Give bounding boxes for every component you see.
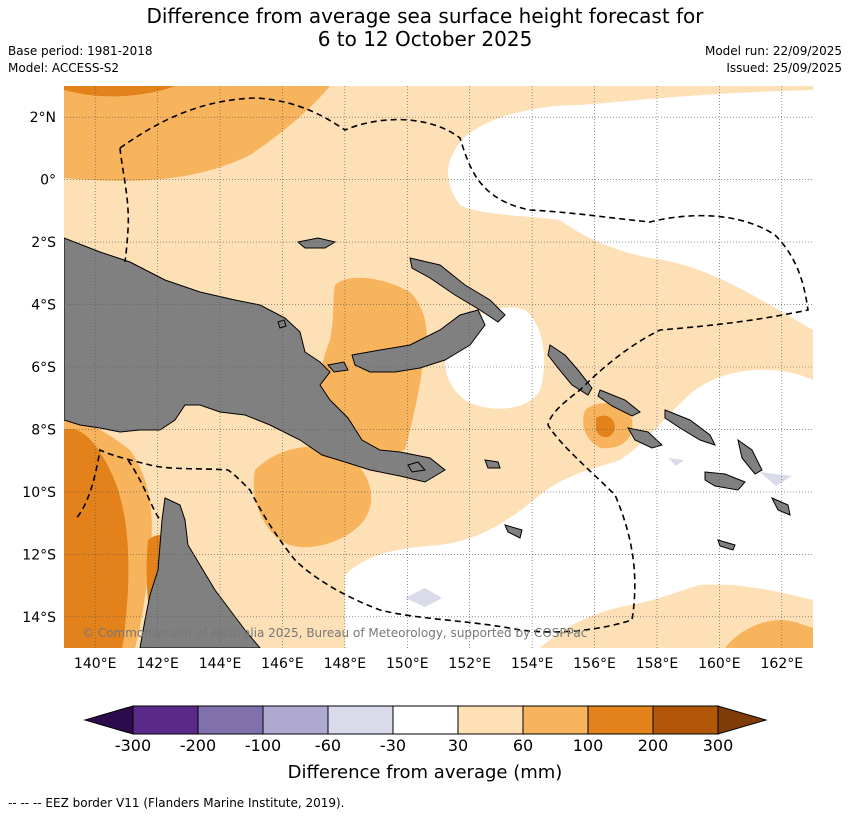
eez-border-footnote: -- -- -- EEZ border V11 (Flanders Marine… [8, 796, 345, 810]
longitude-tick-label: 146°E [261, 656, 304, 672]
small-island-karkar [277, 319, 287, 329]
santa-isabel-island [664, 409, 716, 446]
anomaly-60-100-region-southeast [725, 620, 813, 648]
colorbar-tick-label: -30 [380, 736, 406, 755]
latitude-tick-label: 14°S [22, 610, 56, 626]
issued-label: Issued: 25/09/2025 [726, 61, 842, 75]
guadalcanal-island [704, 471, 746, 491]
base-period-label: Base period: 1981-2018 [8, 44, 153, 58]
latitude-tick-labels: 2°N 0° 2°S 4°S 6°S 8°S 10°S 12°S 14°S [22, 110, 56, 626]
longitude-tick-label: 158°E [636, 656, 679, 672]
new-britain-island [351, 309, 486, 373]
longitude-tick-label: 156°E [573, 656, 616, 672]
map-gridlines [64, 86, 813, 648]
colorbar-segment [327, 705, 394, 735]
new-ireland-island [409, 257, 506, 323]
makira-island [770, 496, 791, 516]
latitude-tick-label: 8°S [31, 422, 56, 438]
longitude-tick-label: 152°E [448, 656, 491, 672]
colorbar-tick-label: 100 [573, 736, 604, 755]
colorbar-tick-label: 200 [638, 736, 669, 755]
anomaly-100-200-region-gulf [64, 429, 129, 648]
colorbar-tick-label: 300 [703, 736, 734, 755]
latitude-tick-label: 6°S [31, 360, 56, 376]
bougainville-island [547, 344, 593, 396]
colorbar-segment [652, 705, 719, 735]
latitude-tick-label: 2°S [31, 235, 56, 251]
colorbar-segment [132, 705, 199, 735]
anomaly-60-100-region-north [64, 86, 330, 181]
woodlark-island [484, 459, 501, 469]
eez-border-lines [74, 97, 809, 633]
latitude-tick-label: 0° [40, 173, 56, 189]
manus-island [296, 237, 337, 249]
colorbar-tick-label: -300 [115, 736, 151, 755]
new-guinea-landmass [64, 237, 446, 483]
colorbar-segment [587, 705, 654, 735]
colorbar-segment [522, 705, 589, 735]
map-title-line2: 6 to 12 October 2025 [317, 27, 533, 51]
longitude-tick-label: 150°E [386, 656, 429, 672]
map-area [64, 86, 813, 648]
map-title-line1: Difference from average sea surface heig… [146, 4, 704, 28]
colorbar-segment [457, 705, 524, 735]
anomaly-near-zero-region-north [448, 90, 813, 330]
colorbar-tick-label: -200 [180, 736, 216, 755]
anomaly-60-100-region-south-coast [253, 446, 372, 548]
colorbar-over-arrow [717, 705, 768, 735]
anomaly-negative-patch-solomon [760, 472, 792, 486]
colorbar [83, 705, 768, 735]
colorbar-segment [392, 705, 459, 735]
colorbar-segment [197, 705, 264, 735]
cape-york-peninsula [139, 497, 261, 648]
longitude-tick-label: 154°E [511, 656, 554, 672]
latitude-tick-label: 2°N [30, 110, 56, 126]
rennell-island [717, 539, 736, 551]
anomaly-negative-patch-small [668, 458, 684, 466]
latitude-tick-label: 10°S [22, 485, 56, 501]
longitude-tick-label: 162°E [761, 656, 804, 672]
longitude-tick-label: 140°E [74, 656, 117, 672]
longitude-tick-label: 148°E [324, 656, 367, 672]
model-label: Model: ACCESS-S2 [8, 61, 120, 75]
colorbar-under-arrow [83, 705, 134, 735]
model-run-label: Model run: 22/09/2025 [704, 44, 842, 58]
anomaly-100-200-region-solomon [596, 415, 615, 438]
colorbar-tick-label: 60 [513, 736, 533, 755]
colorbar-tick-label: -100 [245, 736, 281, 755]
longitude-tick-label: 142°E [136, 656, 179, 672]
colorbar-title: Difference from average (mm) [288, 762, 563, 783]
malaita-island [737, 438, 763, 475]
latitude-tick-label: 4°S [31, 298, 56, 314]
longitude-tick-label: 160°E [698, 656, 741, 672]
longitude-tick-labels: 140°E 142°E 144°E 146°E 148°E 150°E 152°E 154°E… [74, 656, 803, 672]
choiseul-island [597, 389, 641, 417]
colorbar-tick-label: 30 [448, 736, 468, 755]
colorbar-segment [262, 705, 329, 735]
anomaly-near-zero-region-south [345, 369, 813, 648]
longitude-tick-label: 144°E [199, 656, 242, 672]
trobriand-islands [407, 461, 426, 473]
rossel-island [504, 524, 523, 539]
anomaly-negative-patch-coral-sea [405, 588, 442, 607]
anomaly-100-200-region-north [64, 86, 175, 97]
copyright-credit: © Commonwealth of Australia 2025, Bureau… [82, 626, 587, 640]
colorbar-tick-labels: -300 -200 -100 -60 -30 30 60 100 200 300 [115, 736, 733, 755]
colorbar-tick-label: -60 [315, 736, 341, 755]
latitude-tick-label: 12°S [22, 547, 56, 563]
